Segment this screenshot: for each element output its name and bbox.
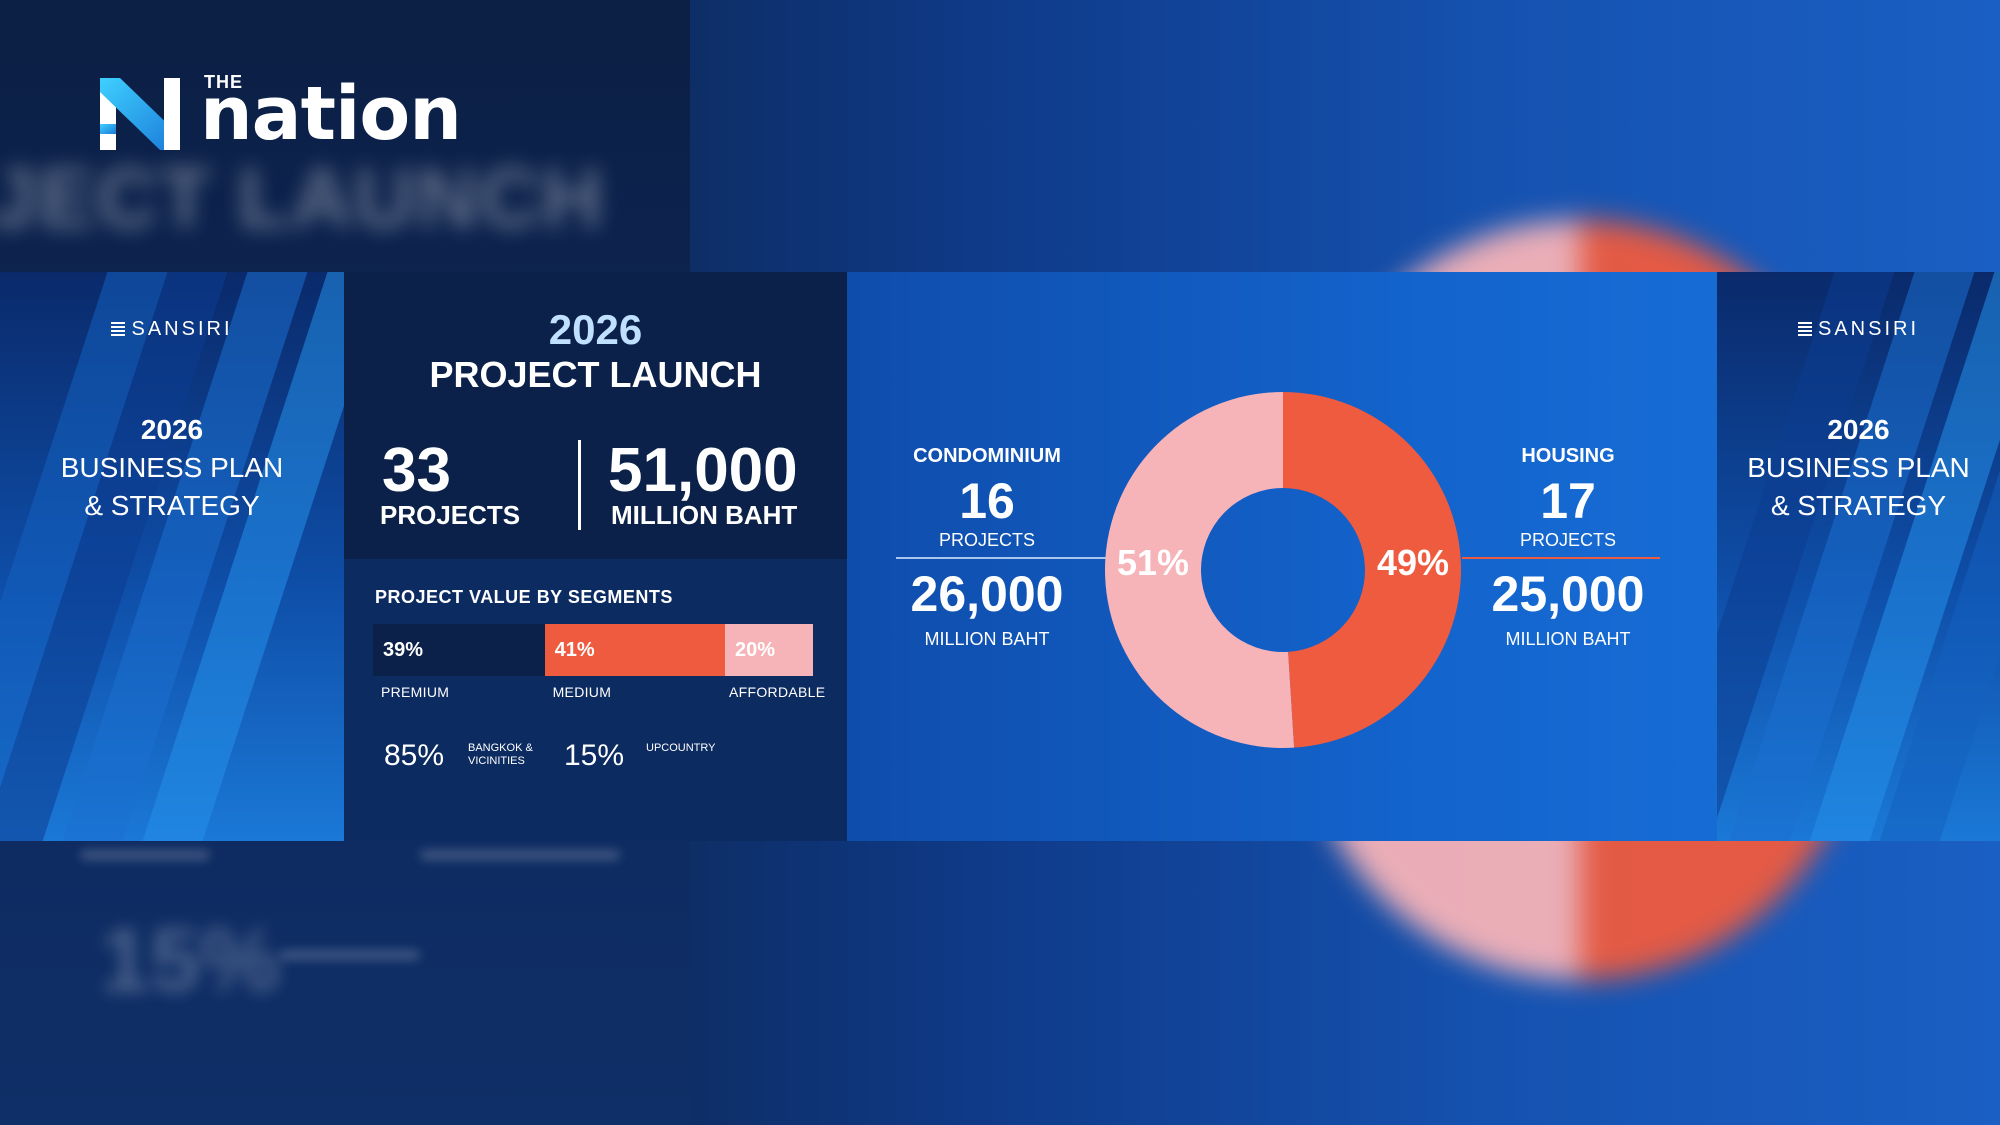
location-label-bangkok: BANGKOK & VICINITIES bbox=[468, 742, 533, 767]
infographic-banner: SANSIRI 2026 BUSINESS PLAN & STRATEGY 20… bbox=[0, 272, 2000, 841]
segment-bar-premium: 39% bbox=[373, 624, 545, 676]
donut-slice-housing bbox=[1283, 392, 1461, 748]
the-nation-logo[interactable]: THE nation bbox=[100, 70, 462, 157]
side-panel-left: SANSIRI 2026 BUSINESS PLAN & STRATEGY bbox=[0, 272, 344, 841]
condominium-projects-label: PROJECTS bbox=[938, 530, 1035, 550]
project-launch-summary: 2026 PROJECT LAUNCH 33 PROJECTS 51,000 M… bbox=[344, 272, 847, 559]
housing-projects-label: PROJECTS bbox=[1519, 530, 1616, 550]
projects-label: PROJECTS bbox=[380, 500, 521, 530]
condominium-title: CONDOMINIUM bbox=[913, 445, 1061, 467]
sansiri-brand: SANSIRI bbox=[0, 318, 344, 341]
location-label-upcountry: UPCOUNTRY bbox=[646, 742, 716, 754]
logo-nation-text: nation bbox=[200, 71, 462, 157]
total-value: 51,000 bbox=[608, 436, 798, 505]
condominium-value: 26,000 bbox=[910, 566, 1064, 622]
background-blurred-title: JECT LAUNCH bbox=[0, 151, 605, 245]
side-panel-right: SANSIRI 2026 BUSINESS PLAN & STRATEGY bbox=[1717, 272, 2000, 841]
location-percent-bangkok: 85% bbox=[384, 739, 445, 772]
housing-title: HOUSING bbox=[1521, 445, 1615, 467]
category-donut-chart bbox=[1104, 392, 1461, 748]
side-line-2: & STRATEGY bbox=[1770, 490, 1947, 521]
segment-bar-medium: 41% bbox=[544, 624, 725, 676]
launch-year: 2026 bbox=[548, 306, 643, 353]
nation-logo-icon bbox=[100, 78, 180, 150]
launch-title: PROJECT LAUNCH bbox=[429, 354, 762, 395]
segments-heading: PROJECT VALUE BY SEGMENTS bbox=[375, 587, 673, 607]
background-blurred-line bbox=[420, 850, 620, 860]
donut-label-housing: 49% bbox=[1377, 542, 1450, 583]
location-percent-upcountry: 15% bbox=[564, 739, 625, 772]
summary-divider bbox=[578, 440, 581, 530]
housing-divider bbox=[1462, 557, 1660, 559]
background-blurred-line bbox=[80, 850, 210, 860]
logo-the-text: THE bbox=[204, 72, 243, 92]
segment-bar-affordable: 20% bbox=[724, 624, 813, 676]
segment-label-medium: MEDIUM bbox=[552, 684, 612, 700]
sansiri-brand: SANSIRI bbox=[1717, 318, 2000, 341]
side-year: 2026 bbox=[140, 414, 204, 445]
housing-value: 25,000 bbox=[1491, 566, 1645, 622]
condominium-value-label: MILLION BAHT bbox=[924, 629, 1050, 649]
condominium-projects: 16 bbox=[959, 473, 1015, 529]
condominium-divider bbox=[896, 557, 1106, 559]
side-line-1: BUSINESS PLAN bbox=[60, 452, 284, 483]
side-year: 2026 bbox=[1827, 414, 1890, 445]
sansiri-logo-icon bbox=[1797, 322, 1812, 336]
side-line-2: & STRATEGY bbox=[84, 490, 260, 521]
housing-projects: 17 bbox=[1540, 473, 1596, 529]
donut-slice-condominium bbox=[1104, 392, 1295, 748]
project-launch-panel: 2026 PROJECT LAUNCH 33 PROJECTS 51,000 M… bbox=[344, 272, 847, 841]
sansiri-logo-icon bbox=[111, 322, 126, 336]
housing-value-label: MILLION BAHT bbox=[1505, 629, 1631, 649]
total-value-label: MILLION BAHT bbox=[611, 500, 798, 530]
donut-label-condominium: 51% bbox=[1117, 542, 1190, 583]
segments-stacked-bar: 39% 41% 20% bbox=[373, 624, 813, 676]
side-line-1: BUSINESS PLAN bbox=[1747, 452, 1970, 483]
background-blurred-value: 15% bbox=[100, 911, 281, 1011]
segment-label-premium: PREMIUM bbox=[381, 684, 450, 700]
projects-count: 33 bbox=[382, 436, 451, 505]
background-blurred-line bbox=[280, 950, 420, 960]
segment-label-affordable: AFFORDABLE bbox=[729, 684, 826, 700]
